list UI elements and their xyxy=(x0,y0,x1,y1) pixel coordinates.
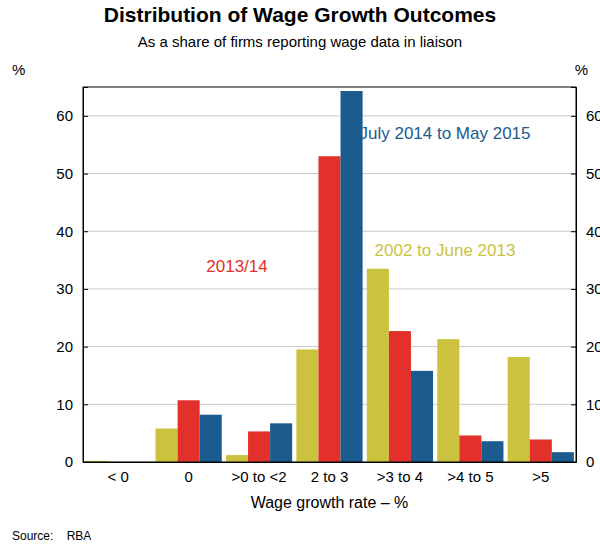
tick-label: 0 xyxy=(586,453,594,470)
tick-label: 40 xyxy=(56,223,73,240)
tick: 30 xyxy=(56,280,88,297)
tick-label: 2 to 3 xyxy=(311,468,349,485)
x-axis: < 0 0 >0 to <2 2 to 3 >3 to 4 >4 to 5 >5 xyxy=(84,462,577,485)
tick-label: 20 xyxy=(56,338,73,355)
tick: 40 xyxy=(571,223,600,240)
series-label: July 2014 to May 2015 xyxy=(359,124,530,143)
tick-mark xyxy=(571,231,576,232)
tick-label: 0 xyxy=(65,453,73,470)
tick: 0 xyxy=(184,462,192,485)
tick: 50 xyxy=(571,165,600,182)
bar xyxy=(411,371,433,462)
tick: 10 xyxy=(56,396,88,413)
series xyxy=(200,91,574,462)
tick: < 0 xyxy=(108,462,129,485)
plot: 0 10 20 30 40 50 60 0 10 20 30 40 50 60 < 0 0 >0 to <2 2 … xyxy=(56,87,600,485)
bar xyxy=(248,431,270,462)
tick-label: < 0 xyxy=(108,468,129,485)
bar xyxy=(200,415,222,462)
series-label: 2013/14 xyxy=(206,257,267,276)
bar xyxy=(156,429,178,462)
x-axis-title: Wage growth rate – % xyxy=(251,494,409,511)
axis-line xyxy=(84,462,577,463)
tick: 2 to 3 xyxy=(311,462,349,485)
tick-label: >4 to 5 xyxy=(447,468,493,485)
title: Distribution of Wage Growth Outcomes xyxy=(104,3,496,26)
tick: 0 xyxy=(571,453,594,470)
tick: >0 to <2 xyxy=(232,462,287,485)
plot-frame xyxy=(83,87,576,462)
tick: 60 xyxy=(571,107,600,124)
bar xyxy=(318,156,340,462)
tick-mark xyxy=(83,289,88,290)
tick: 50 xyxy=(56,165,88,182)
bar xyxy=(296,350,318,463)
tick-mark xyxy=(571,289,576,290)
bar xyxy=(481,441,503,462)
bars xyxy=(85,91,574,462)
axis-unit: % xyxy=(575,61,588,78)
tick-label: 60 xyxy=(586,107,600,124)
axis-line xyxy=(571,88,577,463)
bar xyxy=(341,91,363,462)
tick: 30 xyxy=(571,280,600,297)
tick-label: >0 to <2 xyxy=(232,468,287,485)
tick: >4 to 5 xyxy=(447,462,493,485)
chart: Distribution of Wage Growth Outcomes As a… xyxy=(0,0,600,549)
tick-label: >5 xyxy=(532,468,549,485)
tick-label: 20 xyxy=(586,338,600,355)
tick-mark xyxy=(571,116,576,117)
series-label: 2002 to June 2013 xyxy=(375,241,516,260)
tick-mark xyxy=(571,404,576,405)
y-left-axis: 0 10 20 30 40 50 60 xyxy=(56,88,88,471)
bar xyxy=(552,452,574,462)
bar xyxy=(270,423,292,462)
tick-mark xyxy=(83,116,88,117)
bar xyxy=(530,440,552,463)
tick: >5 xyxy=(532,462,549,485)
tick-label: 30 xyxy=(586,280,600,297)
series xyxy=(85,269,530,462)
axis-unit: % xyxy=(12,61,25,78)
bar xyxy=(389,331,411,462)
grid xyxy=(83,116,576,462)
bar xyxy=(437,339,459,462)
tick-mark xyxy=(571,174,576,175)
bar xyxy=(367,269,389,462)
series xyxy=(178,156,552,462)
tick-label: 10 xyxy=(586,396,600,413)
tick: >3 to 4 xyxy=(377,462,423,485)
axis-line xyxy=(84,88,89,463)
tick-label: 40 xyxy=(586,223,600,240)
tick-mark xyxy=(83,404,88,405)
tick-mark xyxy=(83,174,88,175)
bar xyxy=(178,400,200,462)
tick-mark xyxy=(83,231,88,232)
tick-mark xyxy=(83,347,88,348)
grid-line xyxy=(83,115,576,116)
tick-label: 30 xyxy=(56,280,73,297)
tick: 20 xyxy=(56,338,88,355)
tick-label: >3 to 4 xyxy=(377,468,423,485)
tick: 60 xyxy=(56,107,88,124)
y-right-axis: 0 10 20 30 40 50 60 xyxy=(571,88,600,471)
tick-label: 10 xyxy=(56,396,73,413)
subtitle: As a share of firms reporting wage data … xyxy=(138,33,462,50)
tick-mark xyxy=(571,347,576,348)
bar xyxy=(226,455,248,462)
bar xyxy=(508,357,530,462)
tick-label: 50 xyxy=(56,165,73,182)
tick-label: 50 xyxy=(586,165,600,182)
tick: 0 xyxy=(65,453,88,470)
tick: 20 xyxy=(571,338,600,355)
tick: 40 xyxy=(56,223,88,240)
bar xyxy=(459,435,481,462)
tick-label: 0 xyxy=(184,468,192,485)
source: Source: RBA xyxy=(12,529,91,543)
tick-label: 60 xyxy=(56,107,73,124)
tick: 10 xyxy=(571,396,600,413)
